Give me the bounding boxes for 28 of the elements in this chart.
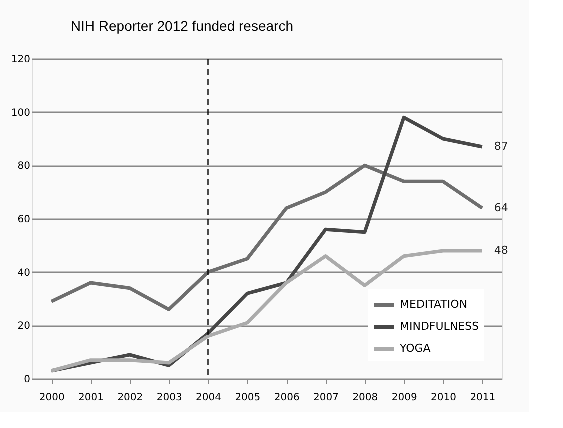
- y-tick-label: 40: [18, 268, 30, 279]
- x-tick-label: 2005: [235, 392, 261, 404]
- x-tick-label: 2003: [156, 392, 182, 404]
- x-tick-label: 2011: [470, 392, 496, 404]
- x-tick-label: 2002: [118, 392, 144, 404]
- y-tick-label: 120: [11, 54, 30, 66]
- data-label: 87: [494, 140, 508, 153]
- line-series: [50, 249, 484, 373]
- x-tick-label: 2010: [431, 392, 456, 404]
- legend-label: YOGA: [399, 342, 432, 355]
- x-tick-label: 2007: [314, 392, 339, 404]
- x-tick-label: 2000: [39, 392, 65, 404]
- chart-title: NIH Reporter 2012 funded research: [70, 18, 294, 34]
- x-tick-label: 2009: [392, 392, 418, 404]
- x-tick-label: 2004: [196, 392, 222, 404]
- y-tick-label: 100: [11, 108, 30, 119]
- x-tick-label: 2008: [352, 392, 378, 404]
- y-tick-label: 0: [24, 374, 30, 386]
- y-tick-label: 80: [18, 161, 30, 172]
- line-series: [50, 164, 484, 312]
- y-tick-label: 20: [18, 321, 30, 332]
- data-label: 48: [494, 244, 508, 257]
- y-tick-label: 60: [18, 214, 30, 226]
- legend-label: MINDFULNESS: [400, 320, 480, 333]
- x-tick-label: 2006: [274, 392, 300, 404]
- x-tick-label: 2001: [78, 392, 104, 404]
- legend-label: MEDITATION: [400, 298, 468, 311]
- data-label: 64: [494, 201, 508, 214]
